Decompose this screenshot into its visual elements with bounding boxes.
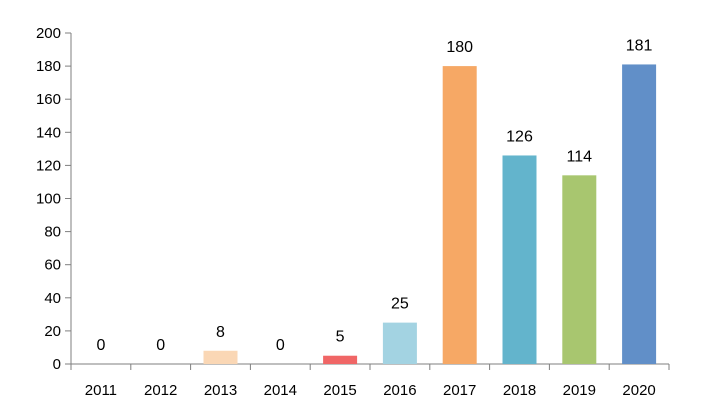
y-tick-label: 140 xyxy=(36,124,61,141)
x-tick-label: 2018 xyxy=(503,382,536,399)
data-label-2012: 0 xyxy=(156,337,165,354)
data-label-2014: 0 xyxy=(276,337,285,354)
y-tick-label: 40 xyxy=(44,290,61,307)
bar-2015 xyxy=(323,355,358,364)
y-tick-label: 160 xyxy=(36,91,61,108)
y-tick-label: 0 xyxy=(53,356,61,373)
y-tick-label: 180 xyxy=(36,58,61,75)
x-tick-label: 2013 xyxy=(204,382,237,399)
data-labels: 0 0 8 0 5 25 180 126 114 181 xyxy=(96,37,652,354)
y-tick-label: 20 xyxy=(44,323,61,340)
y-tick-label: 200 xyxy=(36,25,61,42)
data-label-2011: 0 xyxy=(96,337,105,354)
data-label-2020: 181 xyxy=(626,37,653,54)
x-tick-label: 2017 xyxy=(443,382,476,399)
bars xyxy=(203,64,657,364)
bar-2016 xyxy=(382,322,417,364)
x-tick-label: 2011 xyxy=(85,382,117,399)
data-label-2018: 126 xyxy=(506,128,533,145)
y-axis: 0 20 40 60 80 100 120 140 160 180 200 xyxy=(36,25,72,373)
y-tick-label: 120 xyxy=(36,157,61,174)
x-tick-label: 2016 xyxy=(383,382,416,399)
bar-2017 xyxy=(442,66,477,364)
data-label-2015: 5 xyxy=(336,329,345,346)
y-tick-label: 60 xyxy=(44,257,61,274)
x-tick-label: 2015 xyxy=(323,382,356,399)
bar-2013 xyxy=(203,350,238,364)
bar-2019 xyxy=(562,175,597,364)
bar-2020 xyxy=(622,64,657,364)
y-tick-label: 100 xyxy=(36,191,61,208)
y-tick-label: 80 xyxy=(44,224,61,241)
data-label-2013: 8 xyxy=(216,324,225,341)
data-label-2019: 114 xyxy=(567,148,593,165)
x-tick-label: 2020 xyxy=(622,382,655,399)
bar-2018 xyxy=(502,155,537,364)
x-tick-label: 2014 xyxy=(264,382,297,399)
x-tick-label: 2019 xyxy=(563,382,596,399)
x-axis: 2011 2012 2013 2014 2015 2016 2017 2018 2019 2020 xyxy=(70,363,670,399)
data-label-2016: 25 xyxy=(391,296,409,313)
data-label-2017: 180 xyxy=(446,39,473,56)
x-tick-label: 2012 xyxy=(144,382,177,399)
